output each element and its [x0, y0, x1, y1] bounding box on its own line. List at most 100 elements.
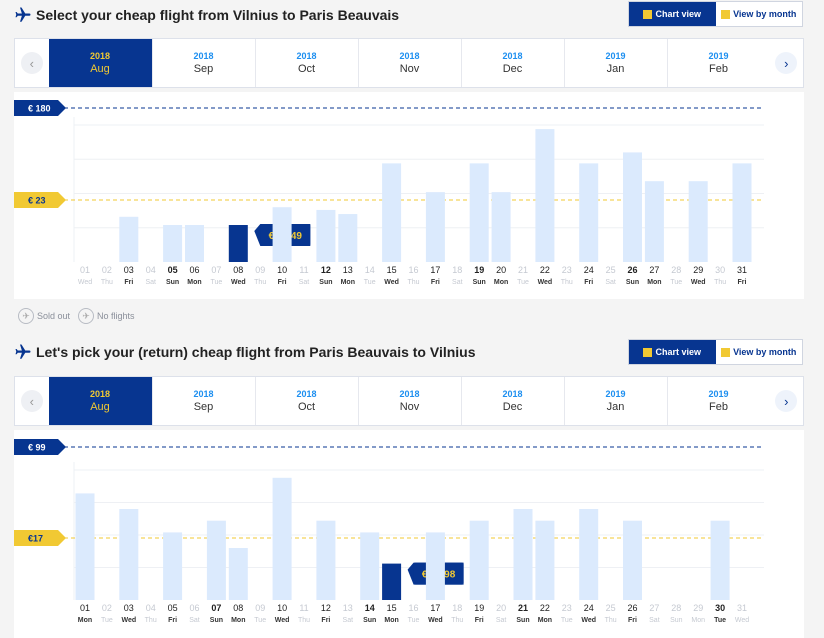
- weekday-label: Fri: [278, 279, 287, 286]
- weekday-label: Wed: [538, 279, 553, 286]
- month-tab-month: Feb: [709, 63, 728, 75]
- outbound-title-text: Select your cheap flight from Vilnius to…: [36, 7, 400, 23]
- day-bar[interactable]: [316, 520, 336, 600]
- outbound-month-view-button[interactable]: View by month: [716, 2, 803, 26]
- month-tab-dec[interactable]: 2018 Dec: [460, 39, 564, 87]
- day-bar[interactable]: [579, 163, 599, 262]
- weekday-label: Fri: [738, 279, 747, 286]
- day-bar[interactable]: [425, 192, 445, 262]
- day-bar[interactable]: [425, 532, 445, 600]
- day-bar[interactable]: [185, 225, 204, 262]
- day-bar[interactable]: [491, 192, 511, 262]
- month-tab-feb[interactable]: 2019 Feb: [666, 39, 770, 87]
- outbound-next-month-button[interactable]: ›: [770, 39, 804, 87]
- return-month-view-button[interactable]: View by month: [716, 340, 803, 364]
- legend-no-flights-label: No flights: [97, 311, 135, 321]
- day-number-label: 13: [343, 603, 353, 613]
- month-tab-sep[interactable]: 2018 Sep: [151, 39, 255, 87]
- day-bar[interactable]: [316, 209, 336, 262]
- return-next-month-button[interactable]: ›: [770, 377, 804, 425]
- outbound-prev-month-button[interactable]: ‹: [15, 39, 49, 87]
- day-bar[interactable]: [360, 532, 380, 600]
- day-bar[interactable]: [535, 520, 555, 600]
- day-bar[interactable]: [228, 548, 248, 600]
- no-flights-icon: ✈: [78, 308, 95, 324]
- return-chart-view-button[interactable]: Chart view: [629, 340, 716, 364]
- day-bar[interactable]: [644, 181, 664, 262]
- weekday-label: Sun: [166, 279, 179, 286]
- day-bar[interactable]: [469, 163, 489, 262]
- day-bar[interactable]: [623, 520, 642, 600]
- return-price-chart: € 99 €17 01 Mon 02 Tue 03 Wed 04 Thu 05 Fri 06 Sat 07 S…: [14, 430, 804, 638]
- day-bar[interactable]: [579, 509, 599, 600]
- return-title-text: Let's pick your (return) cheap flight fr…: [36, 344, 476, 360]
- month-tab-nov[interactable]: 2018 Nov: [357, 377, 461, 425]
- selected-day-bar[interactable]: [382, 563, 402, 600]
- weekday-label: Fri: [628, 617, 637, 624]
- day-bar[interactable]: [382, 163, 402, 262]
- legend-sold-out-label: Sold out: [37, 311, 71, 321]
- weekday-label: Mon: [538, 617, 552, 624]
- day-bar[interactable]: [163, 225, 183, 262]
- day-number-label: 22: [540, 603, 550, 613]
- weekday-label: Mon: [647, 279, 661, 286]
- month-tab-year: 2018: [502, 51, 523, 61]
- day-number-label: 20: [496, 265, 506, 275]
- month-tab-aug[interactable]: 2018 Aug: [48, 377, 152, 425]
- month-tab-year: 2018: [296, 389, 317, 399]
- day-bar[interactable]: [688, 181, 708, 262]
- day-number-label: 02: [102, 265, 112, 275]
- weekday-label: Wed: [735, 617, 749, 624]
- month-tab-oct[interactable]: 2018 Oct: [254, 377, 358, 425]
- month-tab-oct[interactable]: 2018 Oct: [254, 39, 358, 87]
- chart-icon: [643, 9, 653, 19]
- month-tab-sep[interactable]: 2018 Sep: [151, 377, 255, 425]
- sold-out-icon: ✈: [18, 308, 34, 324]
- day-bar[interactable]: [469, 520, 489, 600]
- weekday-label: Sat: [145, 279, 156, 286]
- day-bar[interactable]: [119, 509, 139, 600]
- day-bar[interactable]: [272, 477, 292, 600]
- day-bar[interactable]: [119, 216, 139, 262]
- avg-price-label: € 23: [28, 196, 46, 206]
- day-number-label: 25: [606, 603, 616, 613]
- outbound-view-toggle: Chart view View by month: [628, 1, 803, 27]
- weekday-label: Mon: [691, 617, 705, 624]
- return-prev-month-button[interactable]: ‹: [15, 377, 49, 425]
- day-bar[interactable]: [75, 493, 95, 600]
- selected-day-bar[interactable]: [228, 225, 248, 262]
- day-bar[interactable]: [206, 520, 226, 600]
- month-tab-dec[interactable]: 2018 Dec: [460, 377, 564, 425]
- day-bar[interactable]: [732, 163, 752, 262]
- day-number-label: 04: [146, 603, 156, 613]
- day-number-label: 27: [649, 603, 659, 613]
- day-bar[interactable]: [513, 509, 533, 600]
- day-number-label: 05: [168, 603, 178, 613]
- day-number-label: 11: [299, 603, 308, 613]
- month-tab-jan[interactable]: 2019 Jan: [563, 39, 667, 87]
- day-number-label: 31: [737, 603, 747, 613]
- weekday-label: Sat: [605, 279, 616, 286]
- weekday-label: Mon: [78, 617, 92, 624]
- day-number-label: 16: [408, 603, 418, 613]
- day-bar[interactable]: [163, 532, 183, 600]
- month-tab-feb[interactable]: 2019 Feb: [666, 377, 770, 425]
- weekday-label: Sat: [452, 279, 463, 286]
- weekday-label: Mon: [231, 617, 245, 624]
- outbound-chart-view-button[interactable]: Chart view: [629, 2, 716, 26]
- day-bar[interactable]: [623, 152, 642, 262]
- month-tab-jan[interactable]: 2019 Jan: [563, 377, 667, 425]
- day-bar[interactable]: [272, 207, 292, 262]
- day-bar[interactable]: [338, 214, 358, 262]
- day-bar[interactable]: [710, 520, 730, 600]
- month-tab-month: Jan: [606, 63, 625, 75]
- day-bar[interactable]: [535, 129, 555, 262]
- weekday-label: Wed: [691, 279, 706, 286]
- month-tab-aug[interactable]: 2018 Aug: [48, 39, 152, 87]
- day-number-label: 28: [671, 603, 681, 613]
- day-number-label: 26: [627, 265, 637, 275]
- month-tab-year: 2018: [399, 389, 420, 399]
- month-tab-nov[interactable]: 2018 Nov: [357, 39, 461, 87]
- month-view-label: View by month: [733, 9, 797, 19]
- day-number-label: 05: [168, 265, 178, 275]
